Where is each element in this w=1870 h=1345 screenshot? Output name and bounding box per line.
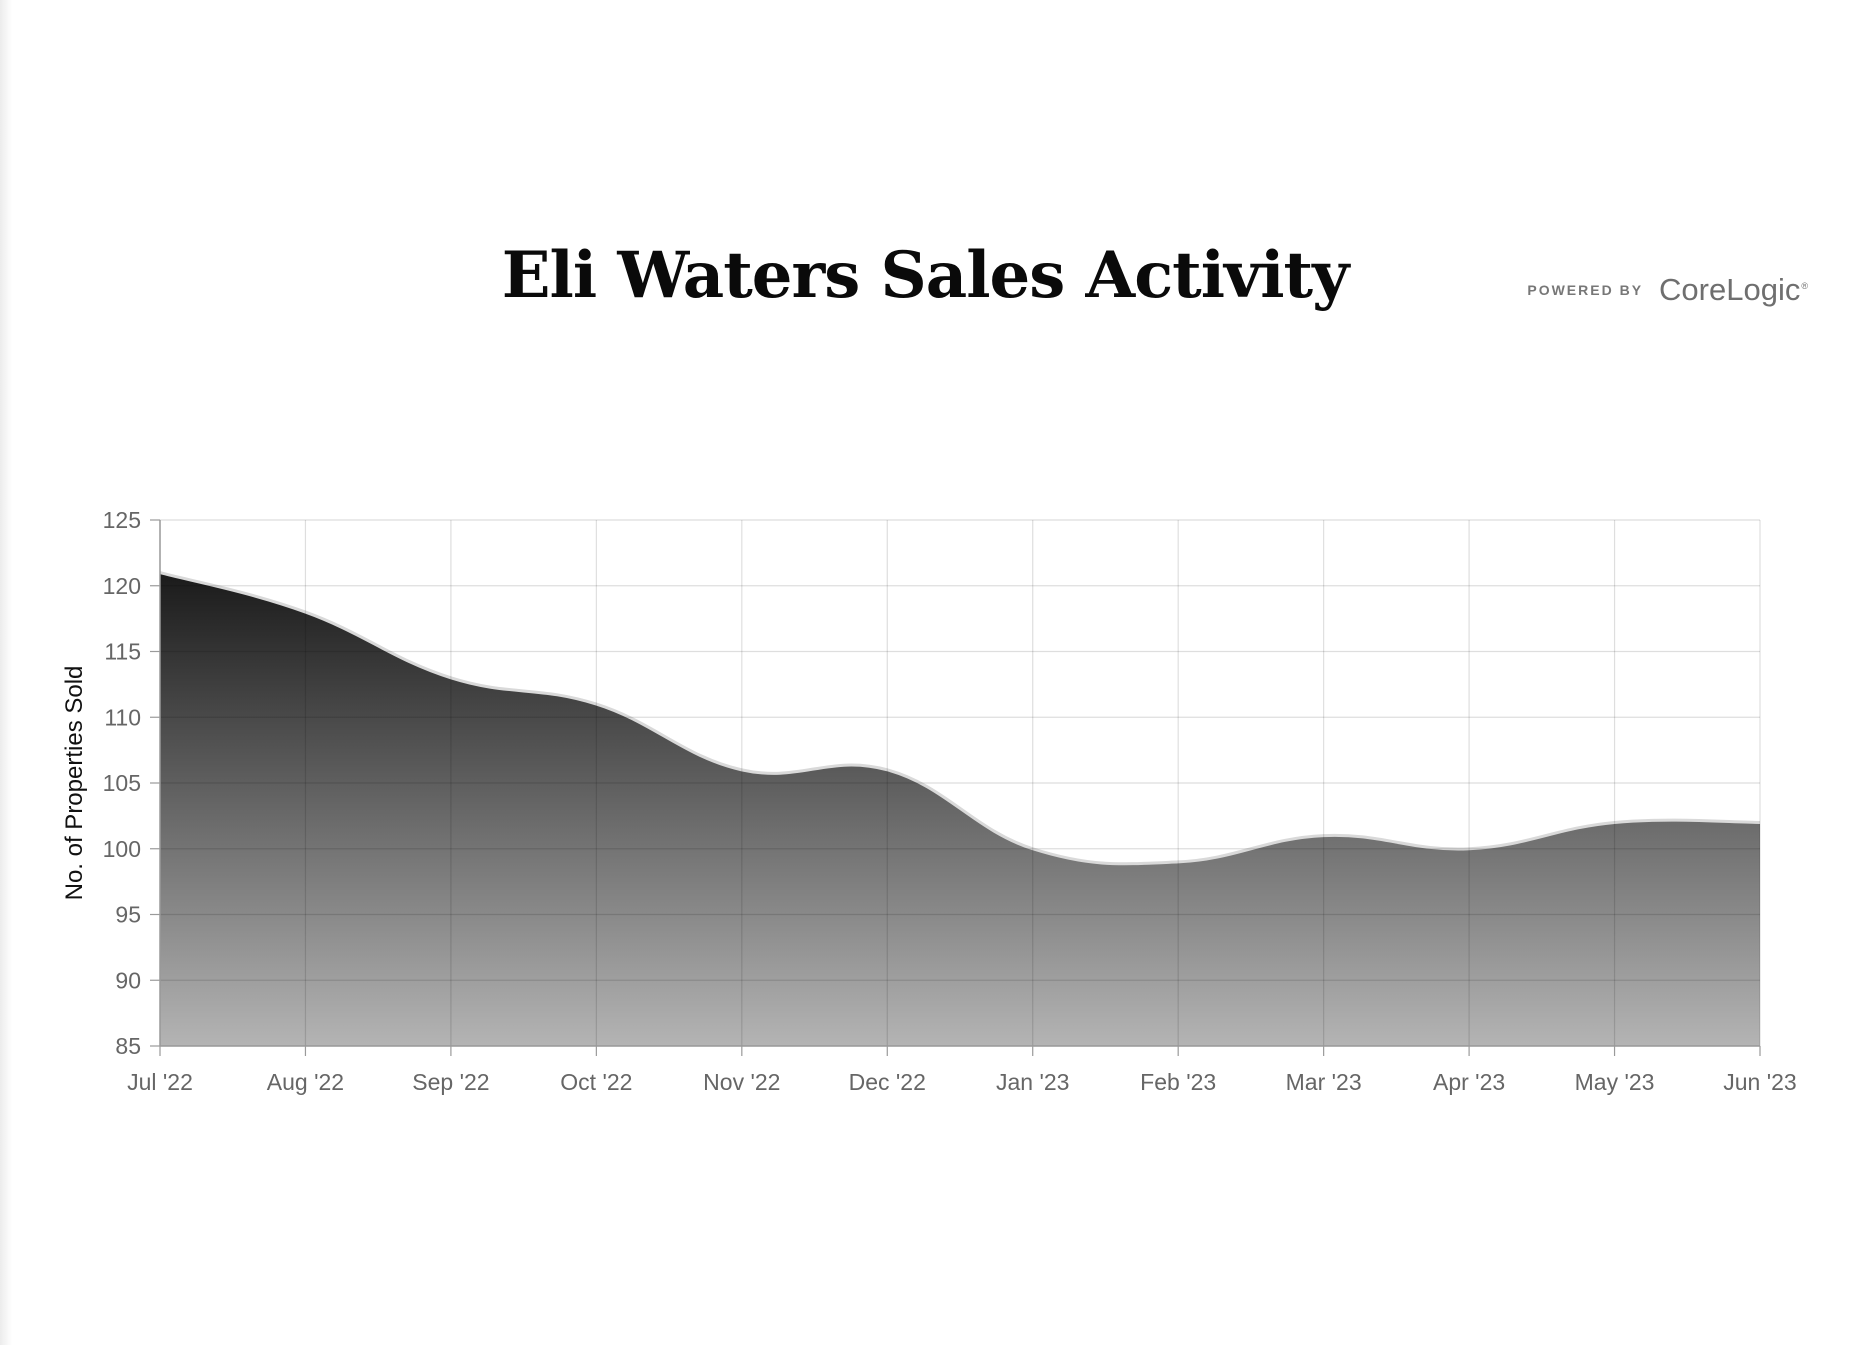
page-edge-shadow xyxy=(0,0,12,1345)
x-tick-label: Jun '23 xyxy=(1723,1069,1796,1095)
brand-name: CoreLogic xyxy=(1659,272,1801,307)
x-tick-label: May '23 xyxy=(1575,1069,1655,1095)
x-tick-label: Jul '22 xyxy=(127,1069,193,1095)
y-tick-label: 110 xyxy=(104,704,141,730)
y-tick-label: 90 xyxy=(115,967,141,993)
y-axis-title: No. of Properties Sold xyxy=(61,666,88,901)
y-tick-label: 125 xyxy=(103,507,141,533)
y-tick-label: 100 xyxy=(103,836,141,862)
x-tick-label: Oct '22 xyxy=(560,1069,632,1095)
y-tick-label: 120 xyxy=(103,573,141,599)
page-title: Eli Waters Sales Activity xyxy=(501,238,1350,313)
x-tick-label: Jan '23 xyxy=(996,1069,1069,1095)
corelogic-logo: CoreLogic® xyxy=(1659,272,1808,308)
powered-by-badge: POWERED BY CoreLogic® xyxy=(1527,272,1808,308)
registered-mark: ® xyxy=(1801,280,1808,291)
powered-by-label: POWERED BY xyxy=(1527,282,1644,298)
y-tick-label: 105 xyxy=(103,770,141,796)
y-tick-label: 115 xyxy=(104,639,141,665)
x-tick-label: Feb '23 xyxy=(1140,1069,1216,1095)
y-tick-label: 95 xyxy=(115,902,141,928)
y-tick-label: 85 xyxy=(115,1033,141,1059)
x-tick-label: Aug '22 xyxy=(267,1069,344,1095)
x-tick-label: Sep '22 xyxy=(412,1069,489,1095)
x-tick-label: Dec '22 xyxy=(849,1069,926,1095)
x-tick-label: Mar '23 xyxy=(1286,1069,1362,1095)
series-line xyxy=(159,571,1761,866)
x-tick-label: Apr '23 xyxy=(1433,1069,1505,1095)
x-tick-label: Nov '22 xyxy=(703,1069,780,1095)
